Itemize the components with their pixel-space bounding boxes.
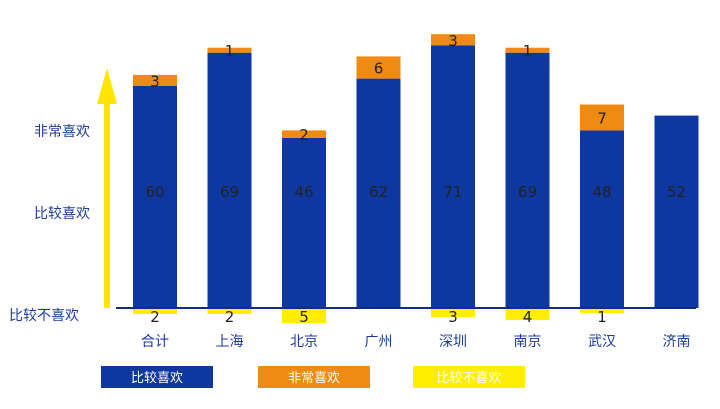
scale-label-bottom: 比较不喜欢 (9, 308, 79, 324)
bar-dislike-4 (431, 308, 475, 317)
value-like-5: 69 (518, 183, 537, 201)
bar-very-2 (282, 130, 326, 138)
bar-like-5 (505, 52, 550, 309)
bar-like-0 (133, 86, 177, 308)
bar-like-4 (431, 45, 475, 309)
scale-label-middle: 比较喜欢 (34, 206, 90, 222)
bar-like-6 (580, 130, 624, 308)
value-dislike-6: 1 (597, 308, 607, 326)
legend-swatch-2 (413, 366, 525, 388)
category-label-2: 北京 (290, 334, 318, 350)
category-label-5: 南京 (514, 334, 542, 350)
value-like-3: 62 (369, 183, 388, 201)
category-label-3: 广州 (365, 334, 393, 350)
category-label-0: 合计 (141, 334, 169, 350)
bar-like-7 (654, 115, 699, 308)
bar-very-4 (431, 34, 475, 46)
value-like-1: 69 (220, 183, 239, 201)
scale-label-top: 非常喜欢 (34, 124, 90, 140)
bar-very-3 (356, 56, 401, 79)
value-very-4: 3 (448, 32, 458, 50)
bar-very-5 (505, 47, 550, 53)
value-very-6: 7 (597, 109, 607, 127)
value-very-1: 1 (225, 42, 235, 60)
value-very-0: 3 (150, 72, 160, 90)
preference-arrow (97, 68, 117, 308)
legend-label-0: 比较喜欢 (131, 371, 183, 386)
bar-like-3 (356, 78, 401, 308)
bar-like-1 (207, 52, 252, 309)
arrow-head (97, 68, 117, 104)
arrow-shaft (104, 100, 110, 308)
category-label-7: 济南 (663, 334, 691, 350)
category-label-1: 上海 (216, 334, 244, 350)
legend: 比较喜欢 非常喜欢 比较不喜欢 (101, 366, 525, 388)
value-very-3: 6 (374, 60, 384, 78)
bar-very-1 (207, 47, 252, 53)
legend-label-1: 非常喜欢 (288, 371, 340, 386)
bars-group: 6032合计6912上海4625北京626广州7133深圳6914南京4871武… (116, 32, 699, 350)
value-dislike-0: 2 (150, 308, 160, 326)
value-very-5: 1 (523, 42, 533, 60)
bar-dislike-2 (282, 308, 326, 323)
legend-label-2: 比较不喜欢 (436, 371, 501, 386)
category-label-4: 深圳 (439, 334, 467, 350)
value-dislike-1: 2 (225, 308, 235, 326)
bar-dislike-6 (580, 308, 624, 313)
value-like-4: 71 (443, 183, 462, 201)
value-dislike-4: 3 (448, 308, 458, 326)
category-label-6: 武汉 (588, 334, 616, 350)
value-like-7: 52 (667, 183, 686, 201)
bar-dislike-0 (133, 308, 177, 314)
bar-dislike-1 (207, 308, 252, 314)
bar-very-0 (133, 74, 177, 86)
value-dislike-2: 5 (299, 308, 309, 326)
value-dislike-5: 4 (523, 308, 533, 326)
value-like-0: 60 (145, 183, 164, 201)
bar-like-2 (282, 137, 326, 308)
bar-very-6 (580, 104, 624, 131)
value-like-6: 48 (592, 183, 611, 201)
value-like-2: 46 (294, 183, 313, 201)
legend-swatch-1 (258, 366, 370, 388)
value-very-2: 2 (299, 126, 309, 144)
legend-swatch-0 (101, 366, 213, 388)
bar-dislike-5 (505, 308, 550, 320)
